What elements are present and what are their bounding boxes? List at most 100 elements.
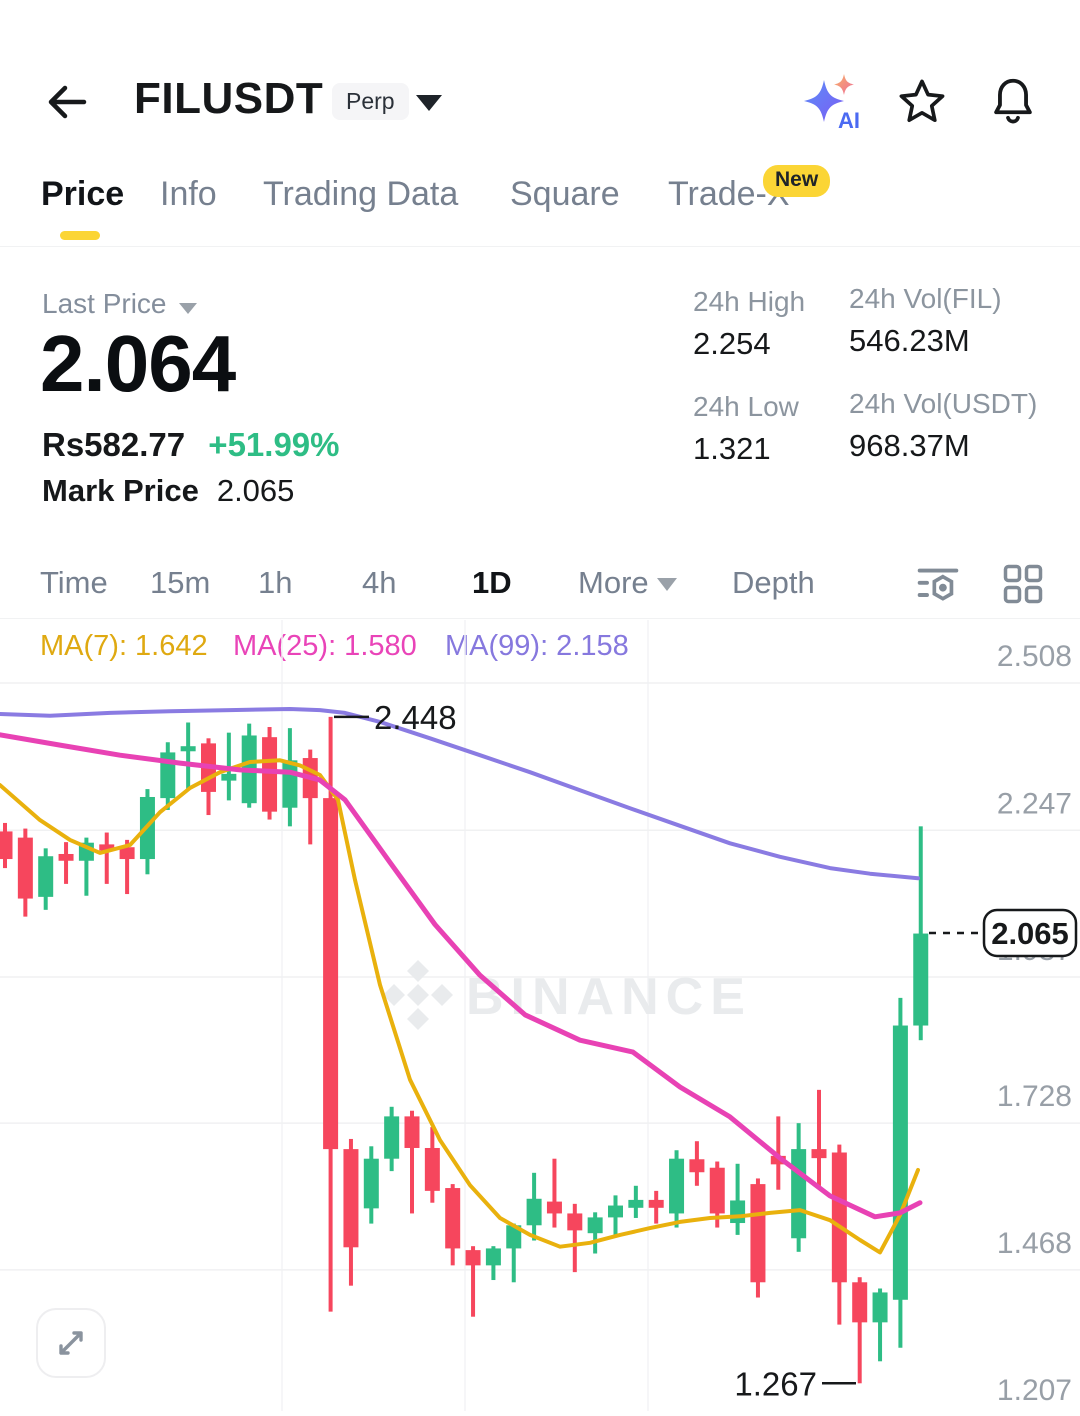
candle-body-down [567, 1213, 583, 1231]
back-button[interactable] [44, 80, 88, 124]
candle-wick [817, 1089, 821, 1186]
ma-line-ma25 [0, 732, 923, 1220]
candle-body-down [831, 1152, 847, 1283]
y-axis-label: 2.508 [997, 640, 1072, 673]
candle-body-up [221, 773, 237, 781]
favorite-button[interactable] [896, 76, 948, 128]
contract-type-badge: Perp [332, 83, 409, 120]
tab-trading-data[interactable]: Trading Data [263, 175, 459, 213]
stat-24h-low: 24h Low 1.321 [693, 391, 799, 467]
indicator-settings-icon [917, 568, 959, 601]
candlestick-chart-canvas[interactable]: 2.5082.2471.9871.7281.4681.207BINANCE2.4… [0, 620, 1080, 1411]
candle-body-down [262, 737, 278, 812]
candle-body-down [99, 844, 115, 851]
ai-button[interactable]: AI [800, 70, 864, 134]
candle-wick [186, 722, 191, 791]
price-annotation: 1.267 [734, 1365, 817, 1402]
ma-legend-99: MA(99): 2.158 [445, 630, 629, 662]
candle-body-up [180, 746, 196, 752]
candle-body-up [485, 1248, 501, 1266]
last-price-value: 2.064 [40, 319, 236, 408]
candle-body-down [323, 798, 339, 1150]
star-icon [899, 79, 945, 123]
candle-body-down [119, 847, 135, 860]
mark-price-value: 2.065 [216, 473, 295, 508]
ma-line-ma7 [0, 758, 920, 1255]
chevron-down-icon [656, 578, 677, 592]
candle-wick [918, 826, 923, 1041]
tab-info[interactable]: Info [160, 175, 217, 213]
candle-wick [84, 837, 89, 896]
candle-body-down [811, 1149, 827, 1159]
change-percent: +51.99% [208, 426, 340, 463]
candle-body-up [506, 1225, 522, 1249]
stat-value: 2.254 [693, 326, 771, 361]
interval-1d[interactable]: 1D [472, 565, 512, 600]
last-price-tag-value: 2.065 [991, 916, 1069, 951]
candle-body-up [872, 1292, 888, 1323]
candle-wick [857, 1277, 862, 1384]
candle-body-up [608, 1205, 623, 1218]
last-price-selector[interactable]: Last Price [42, 288, 197, 320]
candle-body-up [587, 1217, 603, 1234]
more-label: More [578, 565, 649, 600]
stat-value: 546.23M [849, 323, 970, 358]
interval-more[interactable]: More [578, 565, 677, 601]
y-axis-label: 1.468 [997, 1227, 1072, 1260]
symbol-selector-caret[interactable] [408, 94, 442, 112]
grid-layout-icon [1003, 564, 1043, 604]
indicator-settings-button[interactable] [916, 562, 960, 606]
candle-body-up [892, 1025, 908, 1300]
candle-body-down [546, 1201, 562, 1214]
tab-price[interactable]: Price [41, 175, 125, 213]
candle-wick [735, 1163, 740, 1235]
interval-time[interactable]: Time [40, 565, 108, 600]
fiat-value: Rs582.77 [42, 426, 186, 463]
ma-legend-7: MA(7): 1.642 [40, 630, 208, 662]
expand-arrows-icon [59, 1331, 83, 1355]
candle-body-down [709, 1167, 725, 1214]
candle-wick [878, 1288, 883, 1362]
ma-legend-25: MA(25): 1.580 [233, 630, 417, 662]
last-price-label: Last Price [42, 288, 167, 319]
interval-15m[interactable]: 15m [150, 565, 211, 600]
interval-separator [0, 618, 1080, 619]
candle-body-up [669, 1158, 685, 1214]
interval-4h[interactable]: 4h [362, 565, 397, 600]
mark-price-label: Mark Price [42, 473, 199, 508]
candle-body-down [465, 1250, 481, 1266]
ai-sparkle-icon: AI [804, 74, 860, 133]
bell-icon [994, 78, 1032, 124]
fullscreen-button[interactable] [36, 1308, 106, 1378]
interval-depth[interactable]: Depth [732, 565, 815, 600]
candle-body-down [648, 1199, 664, 1208]
candle-body-up [913, 933, 929, 1026]
candle-body-down [750, 1184, 766, 1283]
stat-label: 24h Vol(USDT) [849, 388, 1038, 419]
notifications-button[interactable] [986, 74, 1040, 128]
candle-body-down [770, 1155, 786, 1165]
stat-value: 968.37M [849, 428, 970, 463]
layout-grid-button[interactable] [1002, 563, 1044, 605]
binance-watermark-text: BINANCE [466, 968, 752, 1026]
candle-body-down [58, 853, 74, 861]
candle-wick [410, 1110, 414, 1214]
svg-text:AI: AI [838, 108, 860, 133]
tab-square[interactable]: Square [510, 175, 620, 213]
candle-body-down [404, 1116, 420, 1148]
candle-body-up [282, 760, 298, 808]
candle-wick [776, 1116, 781, 1190]
price-annotation: 2.448 [374, 699, 457, 736]
y-axis-label: 1.207 [997, 1374, 1072, 1407]
candle-body-up [628, 1199, 644, 1208]
candle-wick [511, 1223, 516, 1283]
y-axis-label: 1.728 [997, 1080, 1072, 1113]
candle-body-up [730, 1200, 746, 1224]
candle-body-down [424, 1147, 440, 1191]
candle-body-up [791, 1149, 807, 1239]
interval-1h[interactable]: 1h [258, 565, 293, 600]
candle-body-up [363, 1158, 379, 1209]
chevron-down-icon [416, 94, 442, 111]
new-badge: New [763, 165, 831, 197]
